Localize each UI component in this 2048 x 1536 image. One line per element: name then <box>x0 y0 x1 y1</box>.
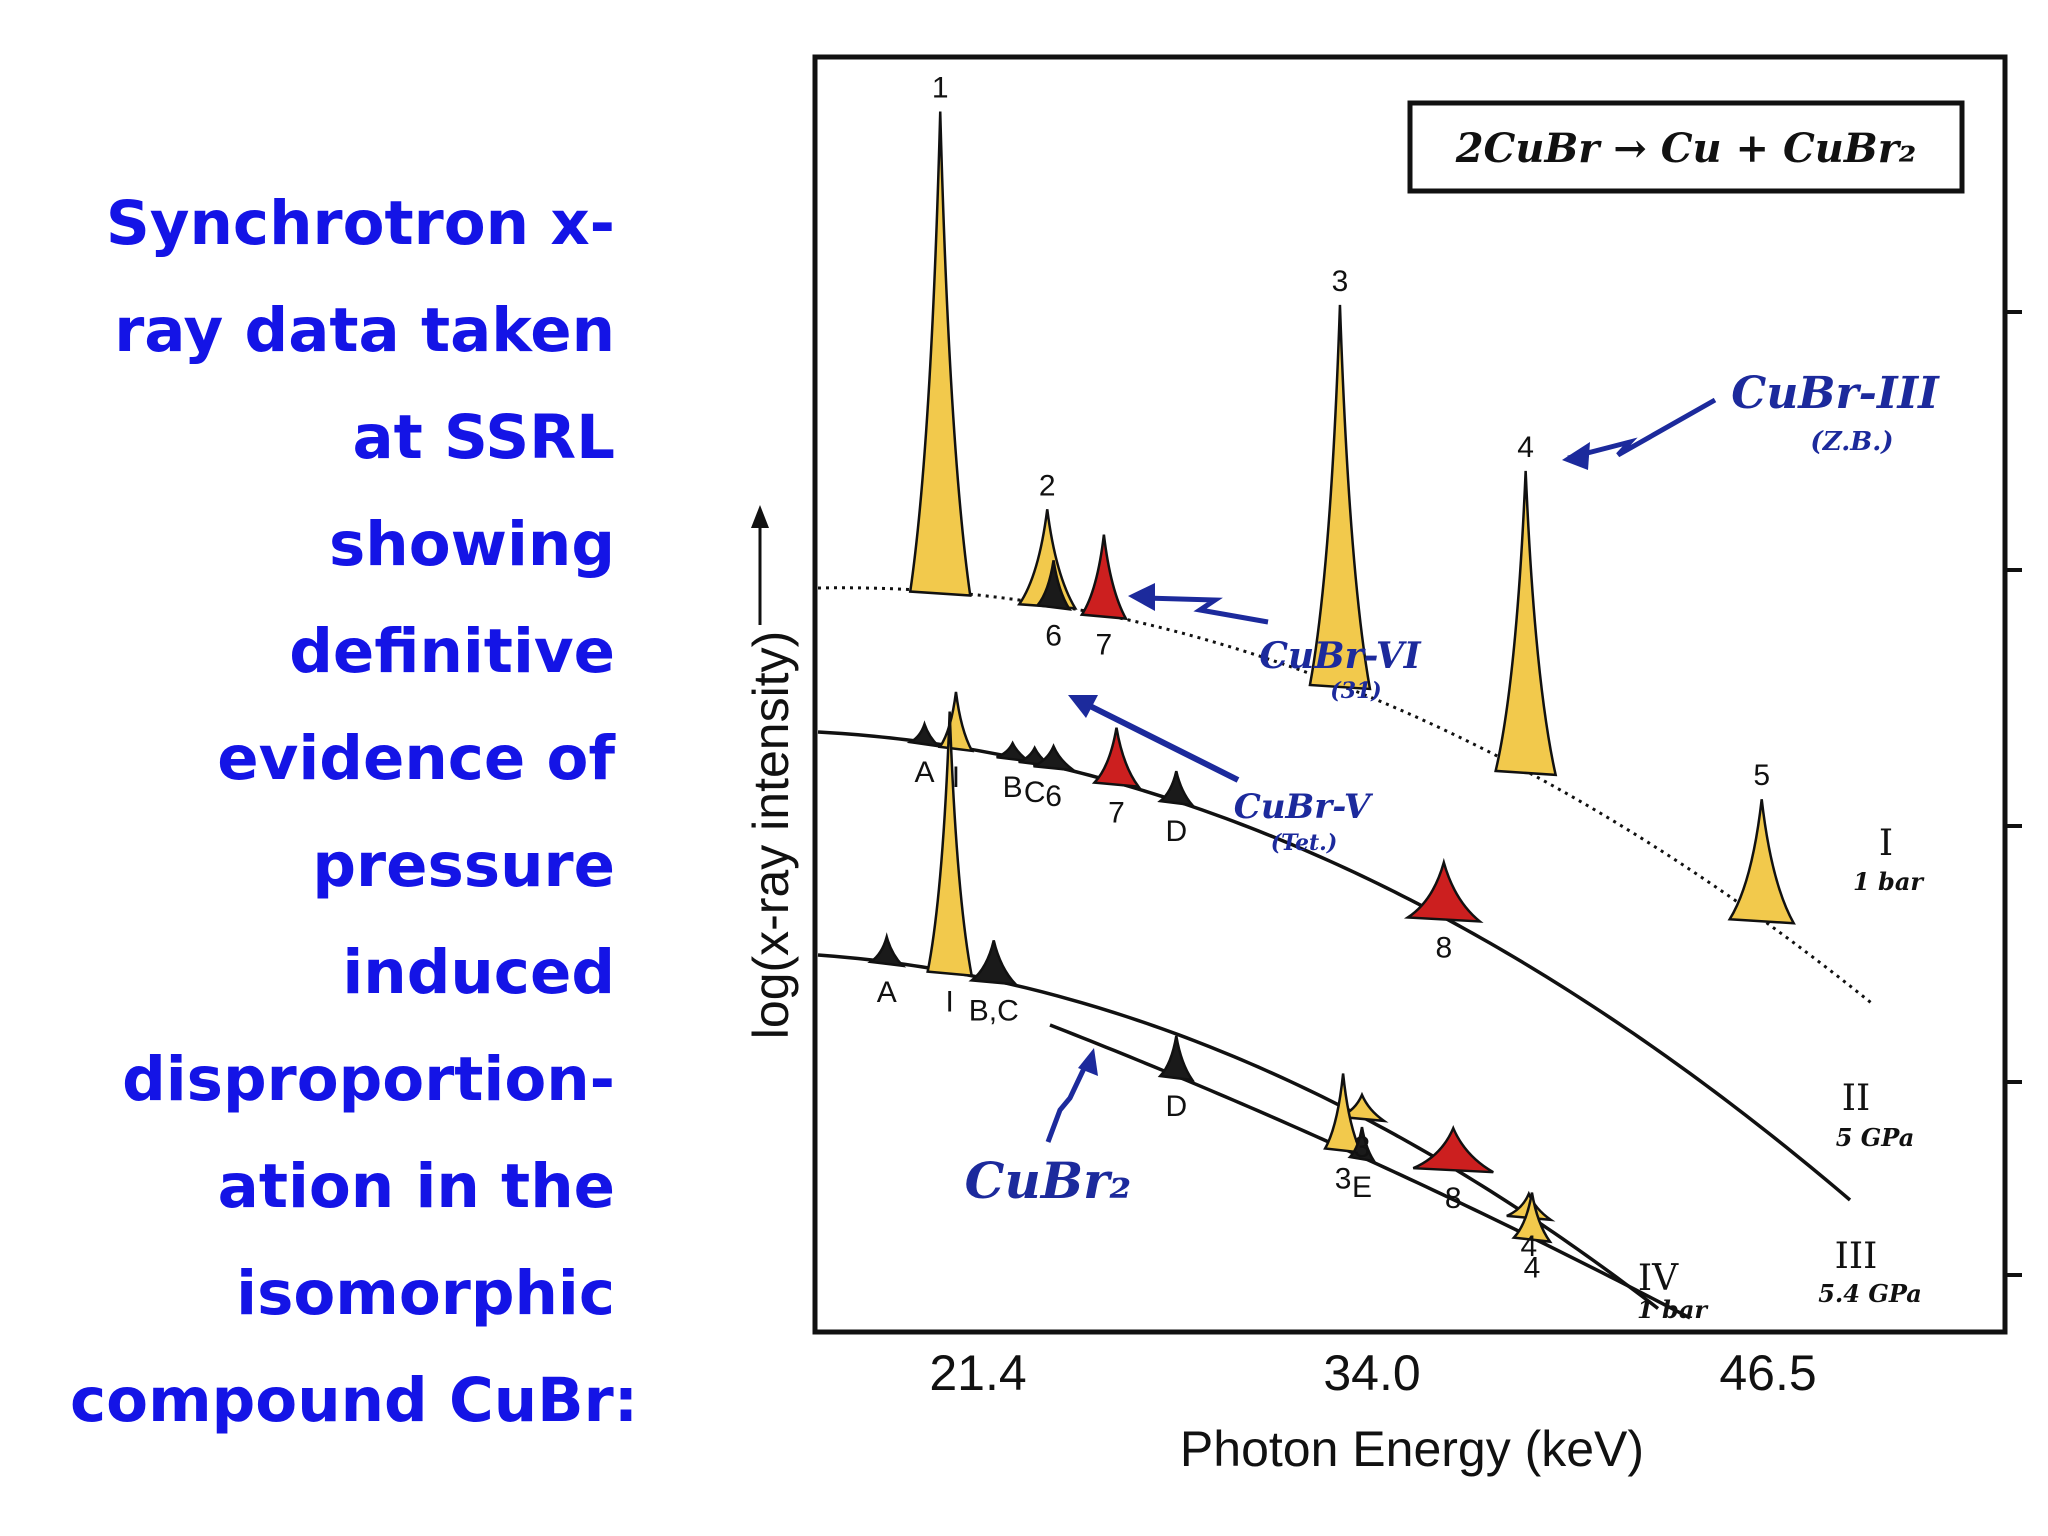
phase-arrow <box>1567 397 1717 461</box>
x-tick-label: 46.5 <box>1719 1345 1816 1401</box>
phase-arrow <box>1144 595 1269 625</box>
peak-label: 3 <box>1335 1163 1352 1196</box>
phase-label: CuBr-V <box>1234 787 1374 827</box>
peak-label: I <box>946 986 954 1019</box>
caption-text: Synchrotron x- ray data taken at SSRL sh… <box>70 170 639 1454</box>
peak-label: 4 <box>1520 1230 1537 1263</box>
phase-label: CuBr-VI <box>1259 635 1421 677</box>
phase-arrowhead <box>1562 442 1590 470</box>
caption-line: ation in the <box>217 1151 615 1222</box>
series-tags: I 1 bar II 5 GPa III 5.4 GPa IV 1 bar <box>1637 823 1925 1324</box>
peak-mark <box>937 691 975 753</box>
peak-label: C <box>1024 776 1046 809</box>
series-tag: III <box>1835 1236 1878 1277</box>
peak-label: 4 <box>1517 431 1534 464</box>
phase-arrowhead <box>1068 695 1098 718</box>
phase-arrowhead <box>1128 583 1155 611</box>
phase-note: (Tet.) <box>1271 830 1337 856</box>
peak-mark <box>1511 1192 1553 1244</box>
peak-mark <box>926 711 974 977</box>
y-axis-arrow <box>751 505 769 625</box>
series-condition: 1 bar <box>1853 867 1925 896</box>
series-tag: II <box>1842 1078 1870 1119</box>
peak-mark <box>1033 743 1079 772</box>
series-condition: 1 bar <box>1637 1295 1709 1324</box>
peak-mark <box>908 111 972 597</box>
x-tick-label: 21.4 <box>929 1345 1026 1401</box>
peak-mark <box>1727 799 1796 925</box>
phase-label: CuBr₂ <box>965 1151 1132 1210</box>
series-condition: 5 GPa <box>1836 1123 1915 1152</box>
caption-line: ray data taken <box>114 295 615 366</box>
peak-label: E <box>1352 1171 1372 1204</box>
peak-label: B <box>1003 771 1023 804</box>
peak-mark <box>906 720 943 748</box>
caption-line: evidence of <box>217 723 615 794</box>
phase-label: CuBr-III <box>1731 368 1940 419</box>
phase-arrow <box>1045 1058 1091 1143</box>
peak-label: 8 <box>1445 1182 1462 1215</box>
caption-line: isomorphic <box>236 1258 615 1329</box>
peak-mark <box>1016 509 1078 610</box>
peak-label: 6 <box>1045 619 1062 652</box>
phase-annotations: CuBr-III (Z.B.) CuBr-VI (31) CuBr-V (Tet… <box>965 368 1940 1210</box>
peak-mark <box>1494 470 1558 777</box>
caption-line: at SSRL <box>352 402 615 473</box>
caption-line: definitive <box>289 616 615 687</box>
caption-line: showing <box>329 509 615 580</box>
peak-label: I <box>952 761 960 794</box>
peak-mark <box>1091 727 1142 789</box>
peak-mark <box>1412 1125 1494 1174</box>
peak-mark <box>867 932 907 968</box>
peak-mark <box>1347 1126 1377 1163</box>
peak-label: 6 <box>1045 780 1062 813</box>
peak-mark <box>1308 304 1372 691</box>
peak-label: 7 <box>1108 797 1125 830</box>
peak-label: 1 <box>932 72 949 105</box>
peak-label: B,C <box>969 994 1019 1027</box>
x-axis-title: Photon Energy (keV) <box>1180 1421 1644 1477</box>
peak-mark <box>1323 1073 1364 1155</box>
series-tag: IV <box>1638 1258 1679 1299</box>
peak-label: 4 <box>1524 1252 1541 1285</box>
peak-label: 5 <box>1753 759 1770 792</box>
peak-label: D <box>1165 815 1187 848</box>
phase-note: (Z.B.) <box>1810 427 1893 457</box>
series-condition: 5.4 GPa <box>1818 1279 1922 1308</box>
y-axis-title: log(x-ray intensity) <box>743 631 799 1039</box>
caption-line: disproportion- <box>122 1044 615 1115</box>
plot-frame <box>812 54 2008 1335</box>
caption-line: induced <box>342 937 615 1008</box>
peak-mark <box>1403 857 1484 923</box>
series-tag: I <box>1879 823 1893 864</box>
peak-label: 8 <box>1435 931 1452 964</box>
peak-label: 2 <box>1039 469 1056 502</box>
x-tick-label: 34.0 <box>1323 1345 1420 1401</box>
peak-label: 3 <box>1354 1131 1371 1164</box>
peak-mark <box>1157 1035 1195 1082</box>
phase-arrowhead <box>1078 1048 1098 1076</box>
peak-mark <box>1035 560 1073 611</box>
peak-label: 7 <box>1096 629 1113 662</box>
caption-line: pressure <box>312 830 615 901</box>
reaction-box: 2CuBr → Cu + CuBr₂ <box>1407 100 1965 194</box>
peak-mark <box>968 940 1019 986</box>
caption-line: compound CuBr: <box>70 1365 639 1436</box>
series-trace <box>817 730 1852 1202</box>
peak-label: A <box>914 756 934 789</box>
caption-line: Synchrotron x- <box>105 188 615 259</box>
peak-label: 3 <box>1332 265 1349 298</box>
peak-label: A <box>877 976 897 1009</box>
peak-label: D <box>1165 1090 1187 1123</box>
traces <box>817 111 1875 1320</box>
phase-arrow <box>1086 702 1240 783</box>
peak-mark <box>1157 770 1196 807</box>
right-ticks <box>2005 310 2022 1277</box>
phase-note: (31) <box>1330 678 1381 704</box>
peak-mark <box>1079 534 1129 621</box>
reaction-equation: 2CuBr → Cu + CuBr₂ <box>1455 125 1917 172</box>
series-trace <box>817 586 1875 1007</box>
